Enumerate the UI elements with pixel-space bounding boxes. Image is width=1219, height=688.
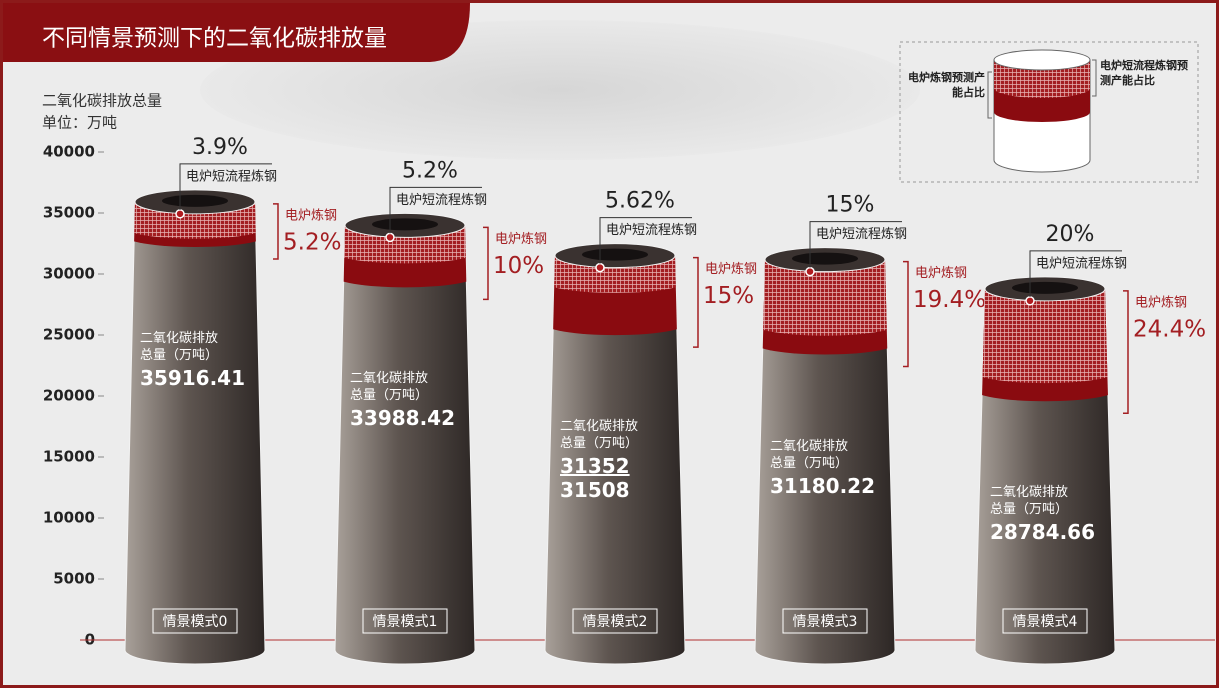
- short-process-share-label: 3.9%: [192, 135, 248, 160]
- bracket: [483, 226, 489, 301]
- short-process-share-label: 5.2%: [402, 158, 458, 183]
- bracket: [693, 256, 699, 348]
- short-process-band: [975, 288, 1115, 384]
- column-label: 二氧化碳排放总量（万吨）: [990, 485, 1069, 518]
- legend-short: [994, 60, 1090, 98]
- emission-low-label: 31352: [560, 454, 630, 479]
- category-box: [152, 608, 238, 634]
- y-tick-label: 5000: [53, 570, 95, 588]
- callout-dot: [385, 232, 395, 243]
- legend-bracket: [987, 71, 992, 119]
- legend-box: [899, 41, 1199, 183]
- x-tick-label: 情景模式1: [373, 614, 438, 630]
- ef-share-label: 15%: [703, 283, 754, 309]
- short-process-share-label: 20%: [1046, 222, 1095, 247]
- y-tick-label: 10000: [43, 509, 95, 527]
- y-tick-label: 25000: [43, 326, 95, 344]
- callout-dot: [805, 266, 815, 277]
- chimney: [334, 224, 476, 665]
- ef-share-label: 24.4%: [1133, 316, 1206, 342]
- legend-ef: 电炉炼钢预测产能占比: [908, 71, 985, 99]
- legend-bracket: [1092, 59, 1097, 97]
- column-label: 二氧化碳排放总量（万吨）: [140, 331, 219, 364]
- chimney-hole: [582, 248, 648, 261]
- y-axis-label: 二氧化碳排放总量: [42, 92, 162, 110]
- bracket: [1123, 290, 1129, 414]
- legend-icon: [987, 49, 1097, 173]
- ef-share-label: 19.4%: [913, 287, 986, 313]
- callout-line: [389, 186, 482, 234]
- callout-dot: [175, 209, 185, 219]
- callout-line: [1029, 250, 1122, 297]
- chimney: [754, 259, 896, 665]
- ef-name: 电炉炼钢: [285, 208, 337, 223]
- emission-label: 31180.22: [770, 473, 876, 498]
- chimney-hole: [372, 218, 438, 231]
- emission-label: 28784.66: [990, 520, 1096, 545]
- short-process-name: 电炉短流程炼钢: [816, 227, 907, 242]
- column-label: 二氧化碳排放总量（万吨）: [350, 371, 429, 404]
- x-tick-label: 情景模式4: [1013, 614, 1078, 630]
- emission-label: 35916.41: [140, 366, 246, 391]
- short-process-name: 电炉短流程炼钢: [396, 193, 487, 208]
- short-process-name: 电炉短流程炼钢: [606, 223, 697, 238]
- short-process-name: 电炉短流程炼钢: [186, 169, 277, 184]
- emission-high-label: 31508: [560, 478, 630, 503]
- category-box: [362, 608, 448, 634]
- ef-name: 电炉炼钢: [705, 262, 757, 277]
- callout-line: [179, 163, 272, 210]
- y-tick-label: 35000: [43, 204, 95, 222]
- short-process-name: 电炉短流程炼钢: [1036, 256, 1127, 271]
- ef-share-label: 5.2%: [283, 229, 341, 255]
- ef-name: 电炉炼钢: [495, 232, 547, 247]
- category-box: [572, 608, 658, 634]
- bracket: [273, 203, 279, 260]
- callout-line: [599, 217, 692, 264]
- chimney: [124, 201, 266, 665]
- y-tick-label: 20000: [43, 387, 95, 405]
- chart-title: 不同情景预测下的二氧化碳排放量: [42, 26, 387, 52]
- chimney-hole: [792, 252, 858, 265]
- column-label: 二氧化碳排放总量（万吨）: [560, 419, 639, 452]
- short-process-share-label: 15%: [826, 193, 875, 218]
- callout-dot: [595, 262, 605, 273]
- short-process-share-label: 5.62%: [605, 189, 675, 214]
- x-tick-label: 情景模式3: [793, 614, 858, 630]
- column-label: 二氧化碳排放总量（万吨）: [770, 438, 849, 471]
- legend-top: [993, 49, 1091, 71]
- x-tick-label: 情景模式0: [163, 614, 228, 630]
- category-box: [1002, 608, 1088, 634]
- chimney-hole: [1012, 281, 1078, 294]
- title-tab: [3, 3, 470, 62]
- emission-label: 33988.42: [350, 406, 456, 431]
- ef-name: 电炉炼钢: [1135, 295, 1187, 310]
- short-process-band: [755, 259, 895, 336]
- chimney: [544, 255, 686, 665]
- y-tick-label: 30000: [43, 265, 95, 283]
- y-tick-label: 15000: [43, 448, 95, 466]
- category-box: [782, 608, 868, 634]
- legend-short-process: 电炉短流程炼钢预测产能占比: [1100, 59, 1188, 87]
- y-axis-unit: 单位：万吨: [42, 114, 117, 132]
- chimney-hole: [162, 194, 228, 207]
- ef-name: 电炉炼钢: [915, 266, 967, 281]
- callout-dot: [1025, 296, 1035, 306]
- y-tick-label: 40000: [43, 143, 95, 161]
- bracket: [903, 260, 909, 368]
- callout-line: [809, 221, 902, 268]
- x-tick-label: 情景模式2: [583, 614, 648, 630]
- ef-share-label: 10%: [493, 253, 544, 279]
